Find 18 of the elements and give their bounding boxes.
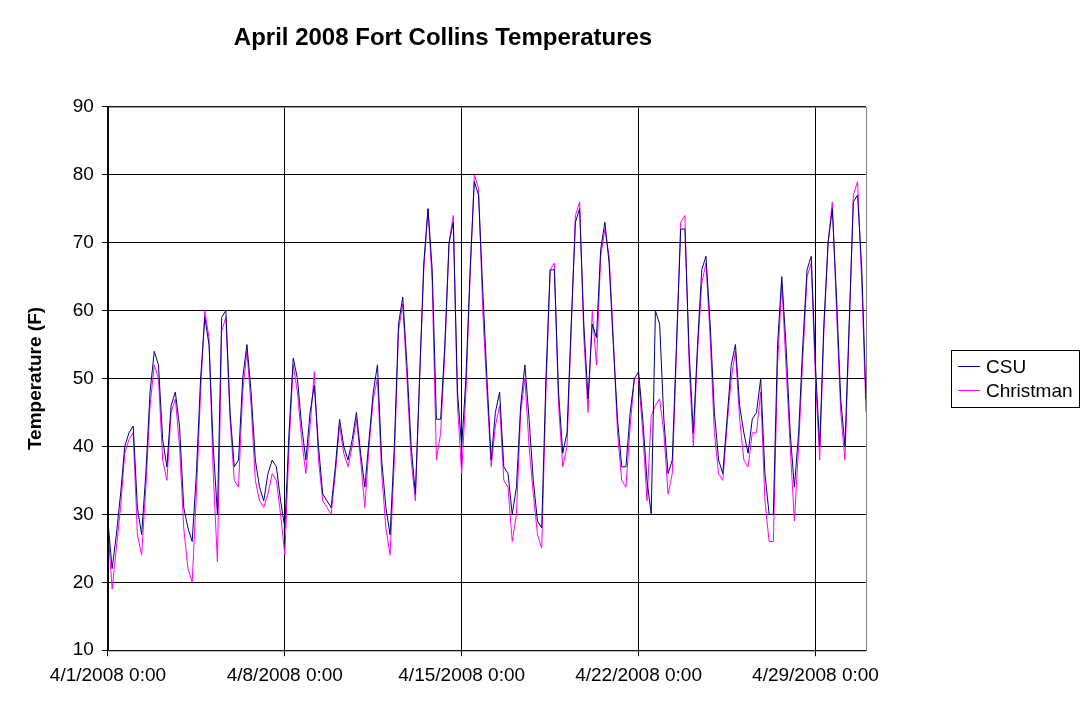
legend-label: Christman xyxy=(986,379,1073,402)
y-axis-title: Temperature (F) xyxy=(23,306,45,451)
y-tick-label: 60 xyxy=(72,298,94,320)
x-tick-label: 4/22/2008 0:00 xyxy=(575,663,702,685)
x-tick-label: 4/8/2008 0:00 xyxy=(226,663,343,685)
y-tick-label: 90 xyxy=(72,95,94,117)
y-tick-label: 30 xyxy=(72,502,94,524)
y-tick-label: 40 xyxy=(72,434,94,456)
legend-label: CSU xyxy=(986,355,1027,378)
chart-title: April 2008 Fort Collins Temperatures xyxy=(233,23,653,51)
y-tick-label: 20 xyxy=(72,570,94,592)
x-tick-label: 4/1/2008 0:00 xyxy=(49,663,167,685)
y-tick-label: 10 xyxy=(72,638,94,660)
y-tick-label: 80 xyxy=(72,162,94,184)
y-tick-label: 50 xyxy=(72,366,94,388)
y-tick-label: 70 xyxy=(72,230,94,252)
x-tick-label: 4/15/2008 0:00 xyxy=(398,663,526,685)
x-tick-label: 4/29/2008 0:00 xyxy=(752,663,879,685)
